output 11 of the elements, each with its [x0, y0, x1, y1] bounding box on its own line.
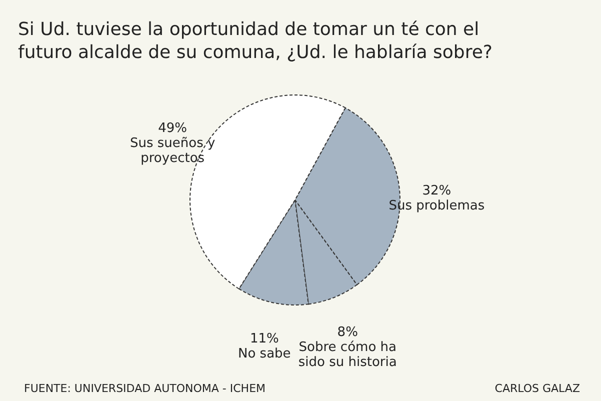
- slice-label: Sobre cómo ha sido su historia: [298, 340, 397, 370]
- source-note: FUENTE: UNIVERSIDAD AUTONOMA - ICHEM: [24, 382, 266, 395]
- data-label: 8%: [337, 324, 358, 340]
- data-label: 49%: [158, 121, 188, 136]
- slice-label: Sus sueños y proyectos: [130, 136, 216, 166]
- data-label: 32%: [422, 184, 452, 199]
- slice-label: No sabe: [238, 346, 291, 362]
- text: CARLOS GALAZ: [494, 382, 580, 395]
- chart-title: Si Ud. tuviese la oportunidad de tomar un té con el futuro alcalde de su comuna, ¿Ud. le hablaría sobre?: [18, 19, 492, 63]
- slice-label: Sus problemas: [388, 198, 485, 214]
- data-label: 11%: [250, 332, 279, 347]
